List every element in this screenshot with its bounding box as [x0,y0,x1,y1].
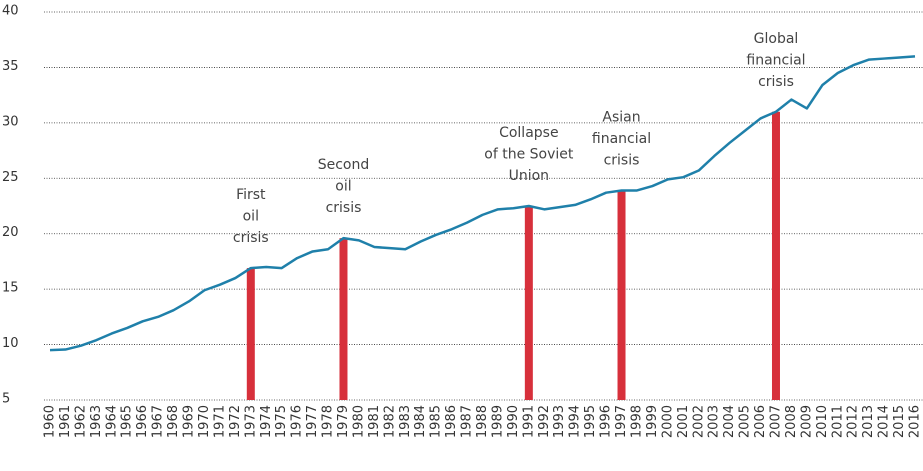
x-tick-label: 2016 [908,405,923,438]
x-tick-label: 1961 [58,405,73,438]
x-tick-label: 1970 [197,405,212,438]
annotation-label: First [236,187,266,203]
x-tick-label: 1986 [444,405,459,438]
x-tick-label: 1971 [212,405,227,438]
x-tick-label: 1967 [151,405,166,438]
x-tick-label: 2008 [784,405,799,438]
crisis-bar [771,111,780,401]
x-tick-label: 1993 [552,405,567,438]
annotation-label: crisis [604,152,640,168]
x-tick-label: 1990 [506,405,521,438]
annotation-label: Asian [602,109,640,125]
y-tick-label: 10 [2,336,19,351]
annotation-label: financial [592,131,651,147]
x-tick-label: 2009 [799,405,814,438]
x-tick-label: 1984 [413,405,428,438]
x-tick-label: 1974 [259,405,274,438]
x-tick-label: 2004 [722,405,737,438]
y-tick-label: 30 [2,114,19,129]
crisis-bar [339,238,348,400]
crisis-bar [246,268,255,400]
x-tick-label: 1960 [43,405,58,438]
y-tick-label: 25 [2,170,19,185]
x-tick-label: 2001 [676,405,691,438]
x-tick-label: 2014 [877,405,892,438]
x-tick-label: 1978 [321,405,336,438]
x-tick-label: 1963 [89,405,104,438]
y-tick-label: 5 [2,392,10,407]
x-tick-label: 2007 [768,405,783,438]
annotation-label: crisis [233,230,269,246]
x-tick-label: 1966 [135,405,150,438]
crisis-bar [524,206,533,400]
annotation-label: Second [318,157,370,173]
x-tick-label: 1985 [429,405,444,438]
y-tick-label: 35 [2,59,19,74]
crisis-bar [617,190,626,400]
y-tick-label: 20 [2,225,19,240]
x-tick-label: 2013 [861,405,876,438]
x-tick-label: 1983 [398,405,413,438]
x-tick-label: 1987 [460,405,475,438]
annotation-label: of the Soviet [484,147,574,163]
x-tick-label: 1997 [614,405,629,438]
x-tick-label: 1988 [475,405,490,438]
x-tick-label: 1965 [120,405,135,438]
x-tick-label: 1968 [166,405,181,438]
x-tick-label: 1977 [305,405,320,438]
annotation-label: Collapse [499,125,559,141]
annotation-label: financial [746,52,805,68]
annotation-label: Union [509,168,549,184]
y-tick-label: 15 [2,281,19,296]
x-tick-label: 1991 [521,405,536,438]
x-tick-label: 2005 [738,405,753,438]
x-tick-label: 1980 [351,405,366,438]
x-tick-label: 1989 [490,405,505,438]
x-tick-label: 1976 [290,405,305,438]
x-tick-label: 1979 [336,405,351,438]
x-tick-label: 1982 [382,405,397,438]
x-tick-label: 1964 [104,405,119,438]
x-tick-label: 2003 [707,405,722,438]
annotation-label: crisis [326,200,362,216]
x-tick-label: 1969 [182,405,197,438]
x-tick-label: 1975 [274,405,289,438]
annotation-label: Global [754,31,799,47]
x-tick-label: 2011 [830,405,845,438]
y-tick-label: 40 [2,4,19,19]
x-tick-label: 1999 [645,405,660,438]
x-tick-label: 2002 [691,405,706,438]
annotation-label: crisis [758,74,794,90]
x-tick-label: 2006 [753,405,768,438]
x-tick-label: 1994 [568,405,583,438]
x-tick-label: 2012 [846,405,861,438]
x-tick-label: 2000 [660,405,675,438]
annotation-label: oil [335,179,351,195]
x-tick-label: 1972 [228,405,243,438]
annotation-label: oil [243,209,259,225]
x-tick-label: 2015 [892,405,907,438]
data-line [49,55,916,352]
x-tick-label: 1973 [243,405,258,438]
x-tick-label: 2010 [815,405,830,438]
x-tick-label: 1962 [73,405,88,438]
x-tick-label: 1992 [537,405,552,438]
x-tick-label: 1998 [629,405,644,438]
x-tick-label: 1995 [583,405,598,438]
x-tick-label: 1981 [367,405,382,438]
x-tick-label: 1996 [599,405,614,438]
